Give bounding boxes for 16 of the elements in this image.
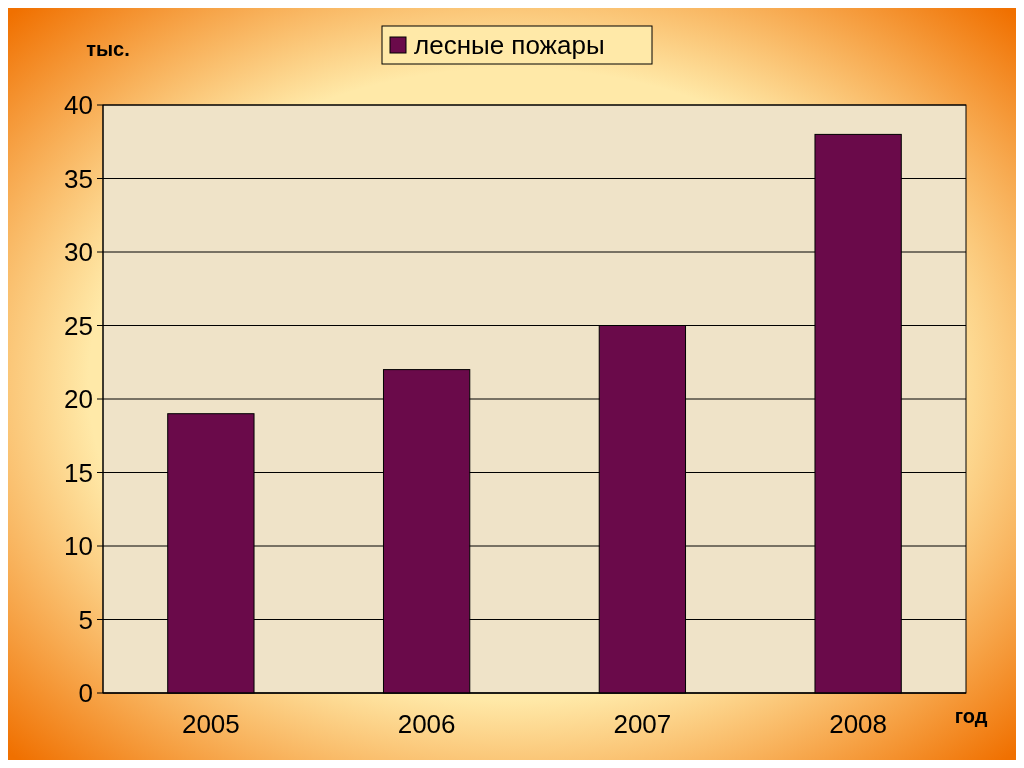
y-axis-title: тыс. [86, 38, 130, 60]
legend-label: лесные пожары [414, 30, 605, 60]
y-tick-label: 40 [64, 90, 93, 121]
x-tick-label: 2008 [829, 709, 888, 739]
y-tick-label: 30 [64, 237, 93, 268]
y-tick-label: 20 [64, 384, 93, 415]
y-tick-label: 35 [64, 163, 93, 194]
x-axis-title: год [954, 705, 988, 727]
y-tick-label: 5 [78, 604, 93, 635]
x-tick-label: 2007 [613, 709, 672, 739]
x-tick-label: 2005 [181, 709, 240, 739]
x-tick-label: 2006 [397, 709, 456, 739]
y-tick-label: 25 [64, 310, 93, 341]
y-tick-label: 15 [64, 457, 93, 488]
y-tick-label: 0 [78, 678, 93, 709]
y-tick-label: 10 [64, 531, 93, 562]
